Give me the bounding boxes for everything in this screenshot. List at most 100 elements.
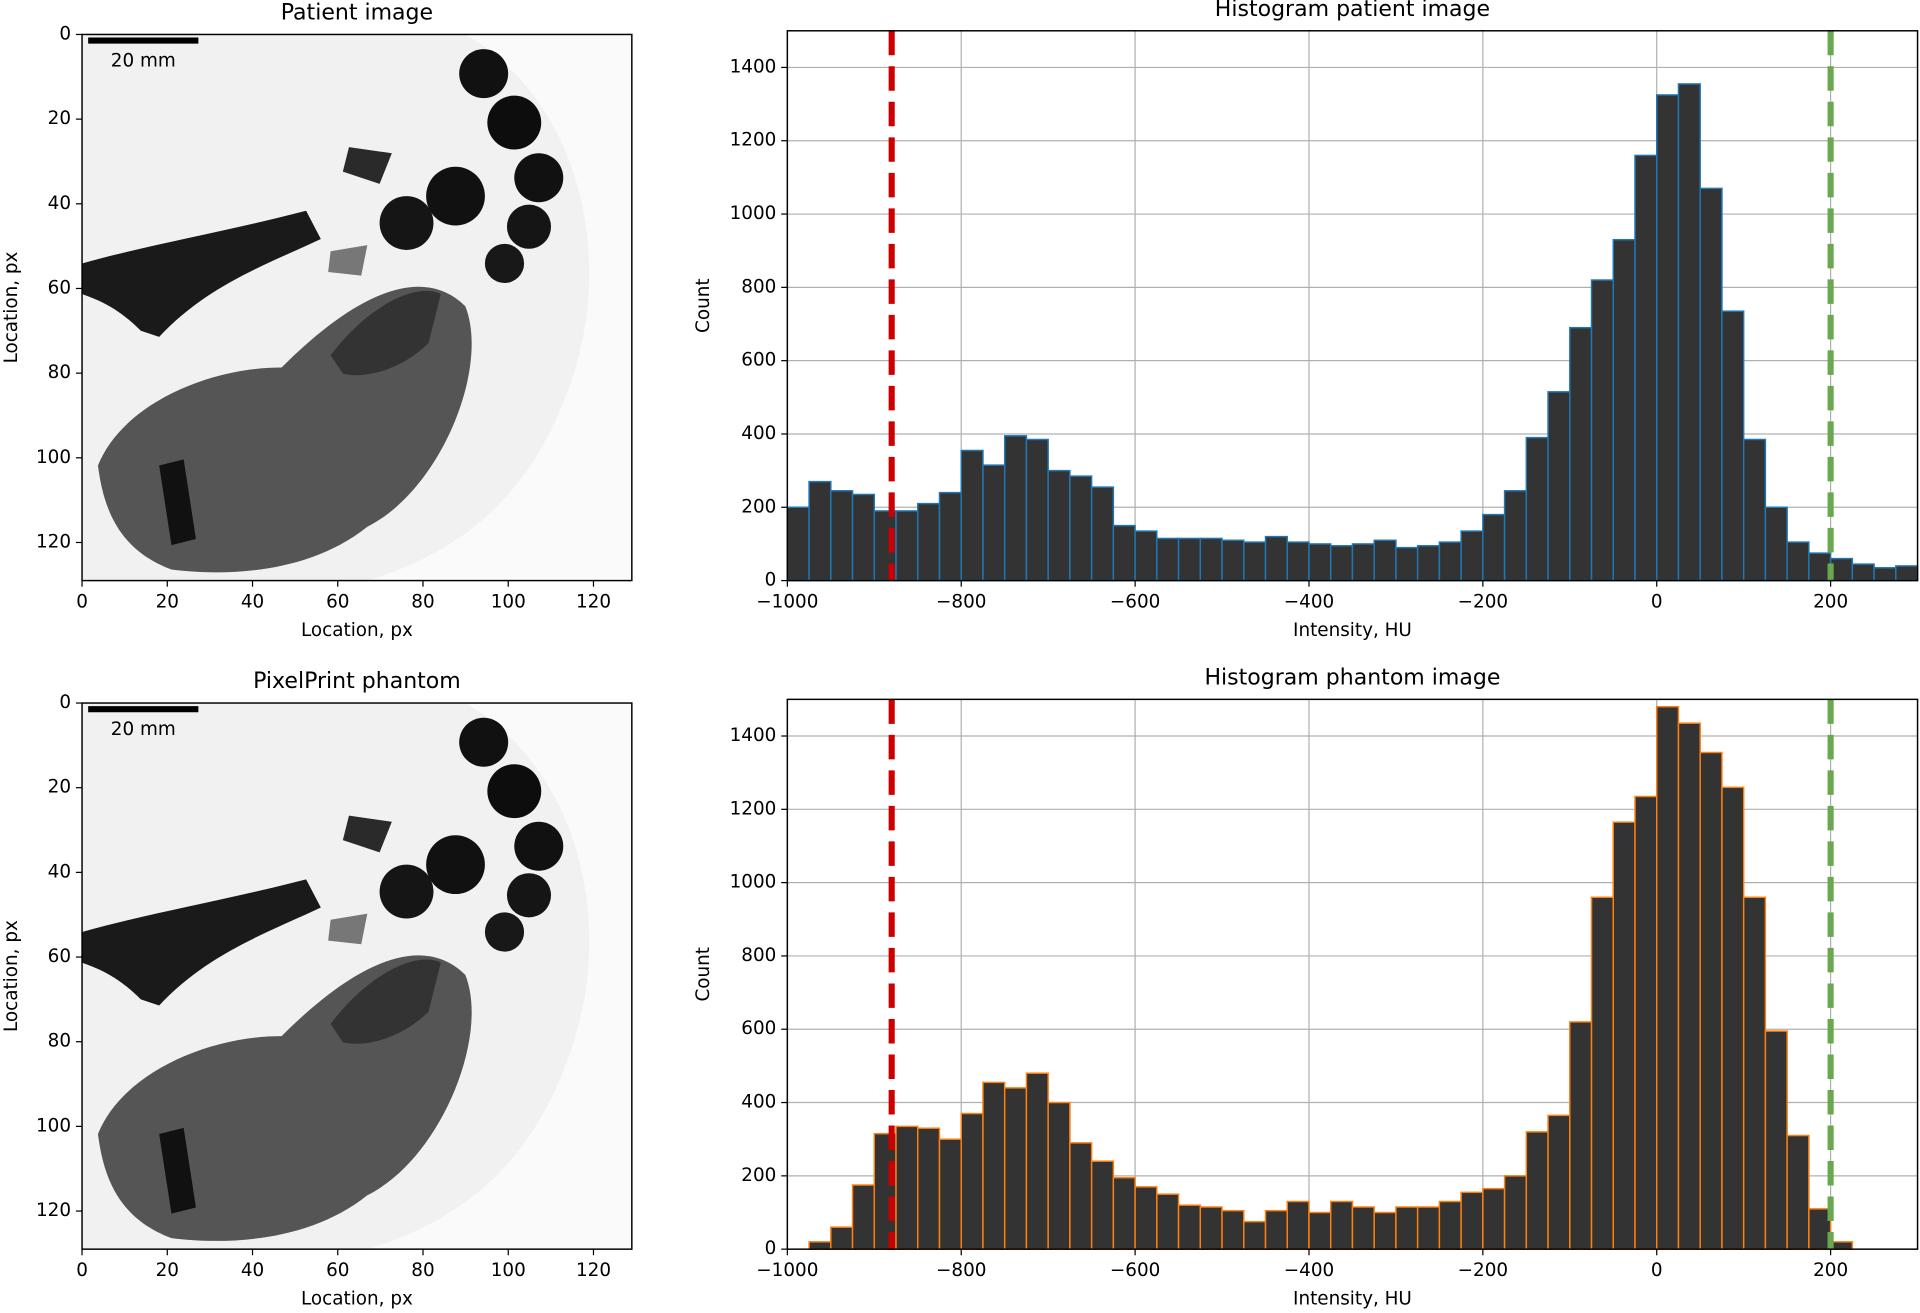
bar bbox=[1373, 1211, 1397, 1250]
axes-frame bbox=[81, 33, 633, 582]
bar bbox=[830, 490, 854, 582]
y-tick-label: 40 bbox=[48, 861, 71, 882]
x-tick-label: 0 bbox=[76, 592, 88, 613]
bar bbox=[1047, 469, 1071, 582]
bar bbox=[1721, 310, 1745, 582]
bar bbox=[873, 1132, 897, 1250]
bar bbox=[1112, 524, 1136, 582]
x-axis-label: Location, px bbox=[301, 1288, 413, 1309]
y-tick-label: 60 bbox=[48, 946, 71, 967]
bar bbox=[1503, 490, 1528, 582]
bar bbox=[1069, 1142, 1093, 1250]
bar bbox=[982, 464, 1006, 582]
y-axis-label: Location, px bbox=[1, 920, 22, 1032]
bar bbox=[1721, 786, 1745, 1250]
bar bbox=[1873, 567, 1897, 582]
x-tick-label: 20 bbox=[156, 592, 179, 613]
y-tick-label: 80 bbox=[48, 1031, 71, 1052]
y-tick-label: 1000 bbox=[730, 872, 777, 893]
bar bbox=[1656, 94, 1680, 582]
x-tick-label: −600 bbox=[1110, 1260, 1160, 1281]
x-tick-label: −200 bbox=[1458, 1260, 1508, 1281]
bar bbox=[1264, 1209, 1288, 1250]
bar bbox=[1199, 1206, 1223, 1250]
y-tick-label: 0 bbox=[59, 23, 71, 44]
y-tick-label: 20 bbox=[48, 777, 71, 798]
bar bbox=[1069, 475, 1093, 582]
bar bbox=[1851, 563, 1875, 582]
bar bbox=[1438, 541, 1462, 582]
y-tick-label: 100 bbox=[36, 1115, 71, 1136]
x-tick-label: −800 bbox=[936, 592, 986, 613]
bar bbox=[1003, 435, 1028, 582]
bar bbox=[1090, 1160, 1115, 1250]
chart-title: Histogram phantom image bbox=[1204, 666, 1500, 691]
bar bbox=[1569, 1021, 1593, 1250]
y-tick-label: 1200 bbox=[730, 798, 777, 819]
bar bbox=[895, 1125, 919, 1250]
bar bbox=[1808, 552, 1832, 582]
bar bbox=[1547, 1114, 1571, 1250]
x-tick-label: 120 bbox=[576, 592, 611, 613]
bar bbox=[1134, 530, 1158, 582]
bar bbox=[1286, 541, 1310, 582]
scale-bar-label: 20 mm bbox=[111, 50, 176, 71]
bar bbox=[1699, 187, 1723, 582]
bar bbox=[1742, 438, 1767, 582]
bar bbox=[1895, 565, 1919, 582]
bar bbox=[1308, 1211, 1332, 1250]
axes-frame bbox=[786, 698, 1919, 1250]
patient-image bbox=[82, 34, 632, 581]
bar bbox=[1221, 539, 1245, 582]
bar bbox=[1308, 543, 1332, 582]
x-tick-label: 200 bbox=[1813, 1260, 1848, 1281]
y-tick-label: 120 bbox=[36, 531, 71, 552]
y-tick-label: 0 bbox=[765, 1238, 777, 1259]
x-tick-label: 0 bbox=[1651, 1260, 1663, 1281]
x-tick-label: 100 bbox=[491, 592, 526, 613]
y-axis-label: Location, px bbox=[1, 251, 22, 363]
y-tick-label: 400 bbox=[741, 423, 776, 444]
bar bbox=[786, 506, 810, 582]
bar bbox=[917, 502, 941, 582]
y-tick-label: 120 bbox=[36, 1200, 71, 1221]
bar bbox=[1351, 543, 1375, 582]
bar bbox=[1525, 1131, 1549, 1250]
bar bbox=[808, 480, 832, 582]
bar bbox=[1590, 896, 1614, 1250]
y-tick-label: 40 bbox=[48, 193, 71, 214]
bar bbox=[1569, 326, 1593, 582]
x-axis-label: Intensity, HU bbox=[1293, 620, 1412, 641]
axes-frame bbox=[81, 702, 633, 1250]
y-tick-label: 80 bbox=[48, 362, 71, 383]
bar bbox=[895, 510, 919, 582]
bar bbox=[1786, 1134, 1810, 1250]
y-tick-label: 1400 bbox=[730, 56, 777, 77]
x-axis-label: Intensity, HU bbox=[1293, 1288, 1412, 1309]
bar bbox=[1416, 1206, 1441, 1250]
bar bbox=[1829, 557, 1854, 582]
bar bbox=[1243, 541, 1267, 582]
bar bbox=[1134, 1186, 1158, 1250]
bar bbox=[1395, 1206, 1419, 1250]
bar bbox=[1199, 537, 1223, 582]
bar bbox=[1829, 1241, 1854, 1250]
bar bbox=[1786, 541, 1810, 582]
bar bbox=[1482, 1187, 1506, 1250]
y-tick-label: 0 bbox=[765, 570, 777, 591]
axes-frame bbox=[786, 30, 1919, 582]
bar bbox=[1764, 1030, 1788, 1250]
y-tick-label: 200 bbox=[741, 496, 776, 517]
x-tick-label: 100 bbox=[491, 1260, 526, 1281]
bar bbox=[1438, 1200, 1462, 1250]
bar bbox=[830, 1226, 854, 1250]
x-tick-label: −600 bbox=[1110, 592, 1160, 613]
y-tick-label: 1200 bbox=[730, 130, 777, 151]
y-tick-label: 1000 bbox=[730, 203, 777, 224]
chart-title: Patient image bbox=[281, 1, 433, 26]
bar bbox=[1634, 154, 1658, 582]
bar bbox=[938, 1138, 962, 1250]
bar bbox=[938, 491, 962, 582]
y-tick-label: 60 bbox=[48, 277, 71, 298]
